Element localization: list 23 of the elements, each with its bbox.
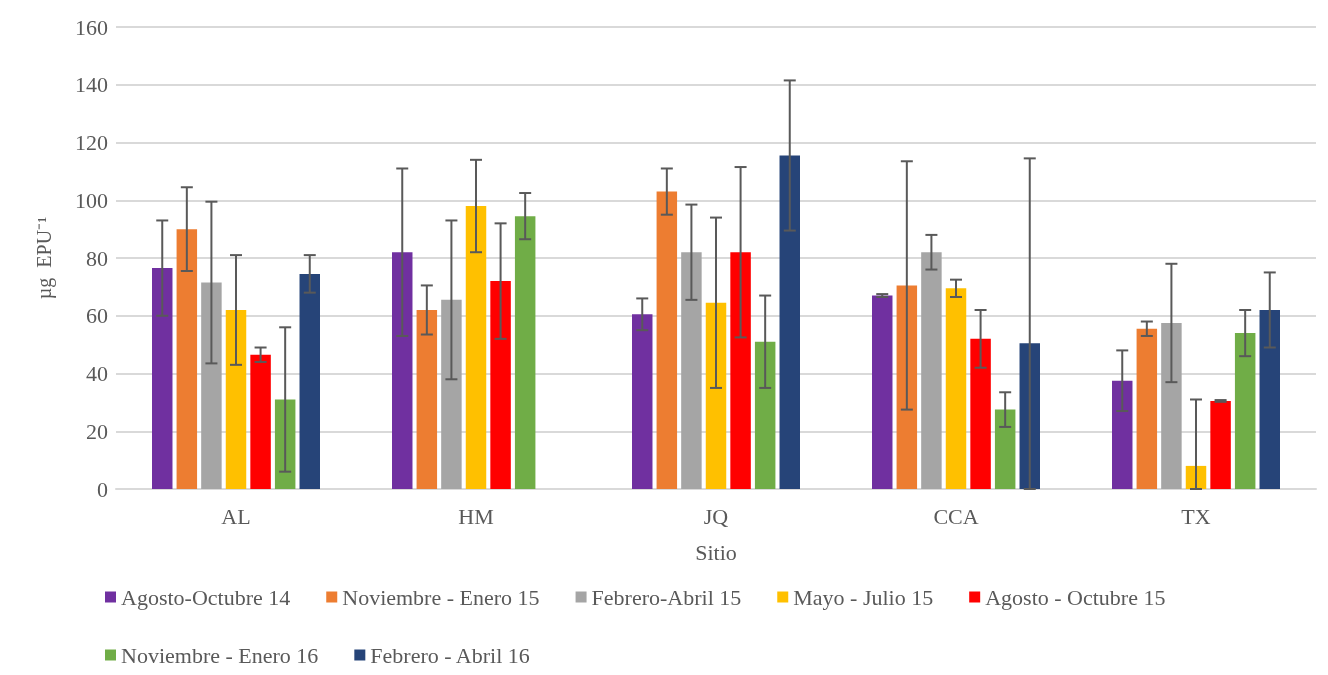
y-tick-label: 40 [86, 361, 108, 386]
x-tick-label: TX [1181, 503, 1211, 529]
x-tick-label: HM [458, 503, 494, 529]
legend-label: Mayo - Julio 15 [793, 584, 934, 610]
y-tick-label: 140 [75, 72, 108, 98]
legend-label: Febrero - Abril 16 [370, 642, 530, 668]
legend-label: Agosto-Octubre 14 [121, 584, 291, 610]
legend-label: Febrero-Abril 15 [591, 584, 742, 610]
x-tick-label: JQ [703, 503, 729, 529]
y-axis-title: µg EPU⁻¹ [33, 216, 56, 300]
y-tick-label: 120 [75, 130, 108, 155]
y-tick-label: 80 [86, 245, 108, 271]
x-axis-title: Sitio [695, 539, 737, 565]
legend-label: Noviembre - Enero 16 [121, 642, 319, 668]
legend-label: Agosto - Octubre 15 [985, 584, 1166, 610]
x-tick-label: CCA [933, 503, 979, 529]
y-tick-label: 0 [97, 476, 108, 502]
y-tick-label: 20 [86, 418, 108, 444]
x-tick-label: AL [221, 503, 251, 529]
y-tick-label: 60 [86, 303, 108, 329]
legend-label: Noviembre - Enero 15 [342, 584, 540, 610]
y-tick-label: 100 [75, 187, 108, 213]
y-tick-label: 160 [75, 14, 108, 40]
